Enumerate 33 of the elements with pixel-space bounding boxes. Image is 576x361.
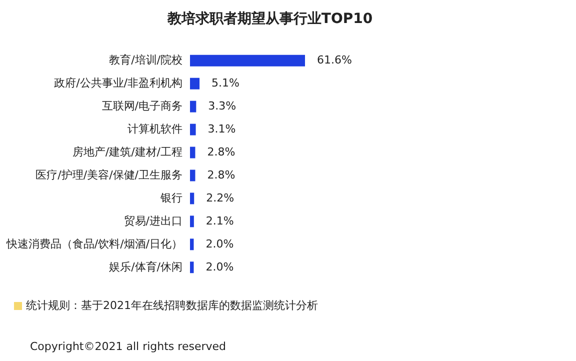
bar <box>190 216 194 228</box>
data-label: 3.3% <box>208 100 236 113</box>
y-tick-label: 计算机软件 <box>128 122 182 136</box>
bar <box>190 170 196 182</box>
y-tick-label: 娱乐/体育/休闲 <box>109 260 182 274</box>
chart-title: 教培求职者期望从事行业TOP10 <box>166 10 374 28</box>
data-label: 2.0% <box>206 237 234 250</box>
y-tick-label: 教育/培训/院校 <box>109 54 182 67</box>
data-label: 61.6% <box>317 54 352 67</box>
text: Copyright©2021 all rights reserved <box>30 340 226 353</box>
data-label: 2.8% <box>207 146 236 159</box>
data-label: 2.0% <box>206 260 234 274</box>
bar <box>190 100 196 112</box>
text: 统计规则：基于2021年在线招聘数据库的数据监测统计分析 <box>25 298 318 313</box>
bar <box>190 238 194 250</box>
y-tick-label: 快速消费品（食品/饮料/烟酒/日化） <box>5 237 182 250</box>
y-tick-label: 房地产/建筑/建材/工程 <box>72 146 182 159</box>
bar <box>190 192 194 204</box>
data-label: 2.1% <box>206 214 234 228</box>
y-tick-label: 银行 <box>160 191 182 204</box>
bar <box>190 146 196 158</box>
y-tick-label: 互联网/电子商务 <box>102 100 182 113</box>
bar <box>190 54 305 66</box>
data-label: 5.1% <box>212 76 240 90</box>
bar <box>190 124 196 136</box>
bar <box>190 262 194 274</box>
y-tick-label: 政府/公共事业/非盈利机构 <box>54 76 182 90</box>
y-tick-label: 医疗/护理/美容/保健/卫生服务 <box>36 168 182 182</box>
data-label: 2.8% <box>207 168 236 182</box>
bar <box>190 78 200 90</box>
data-label: 3.1% <box>208 122 236 136</box>
y-tick-label: 贸易/进出口 <box>124 214 182 228</box>
data-label: 2.2% <box>206 191 234 204</box>
